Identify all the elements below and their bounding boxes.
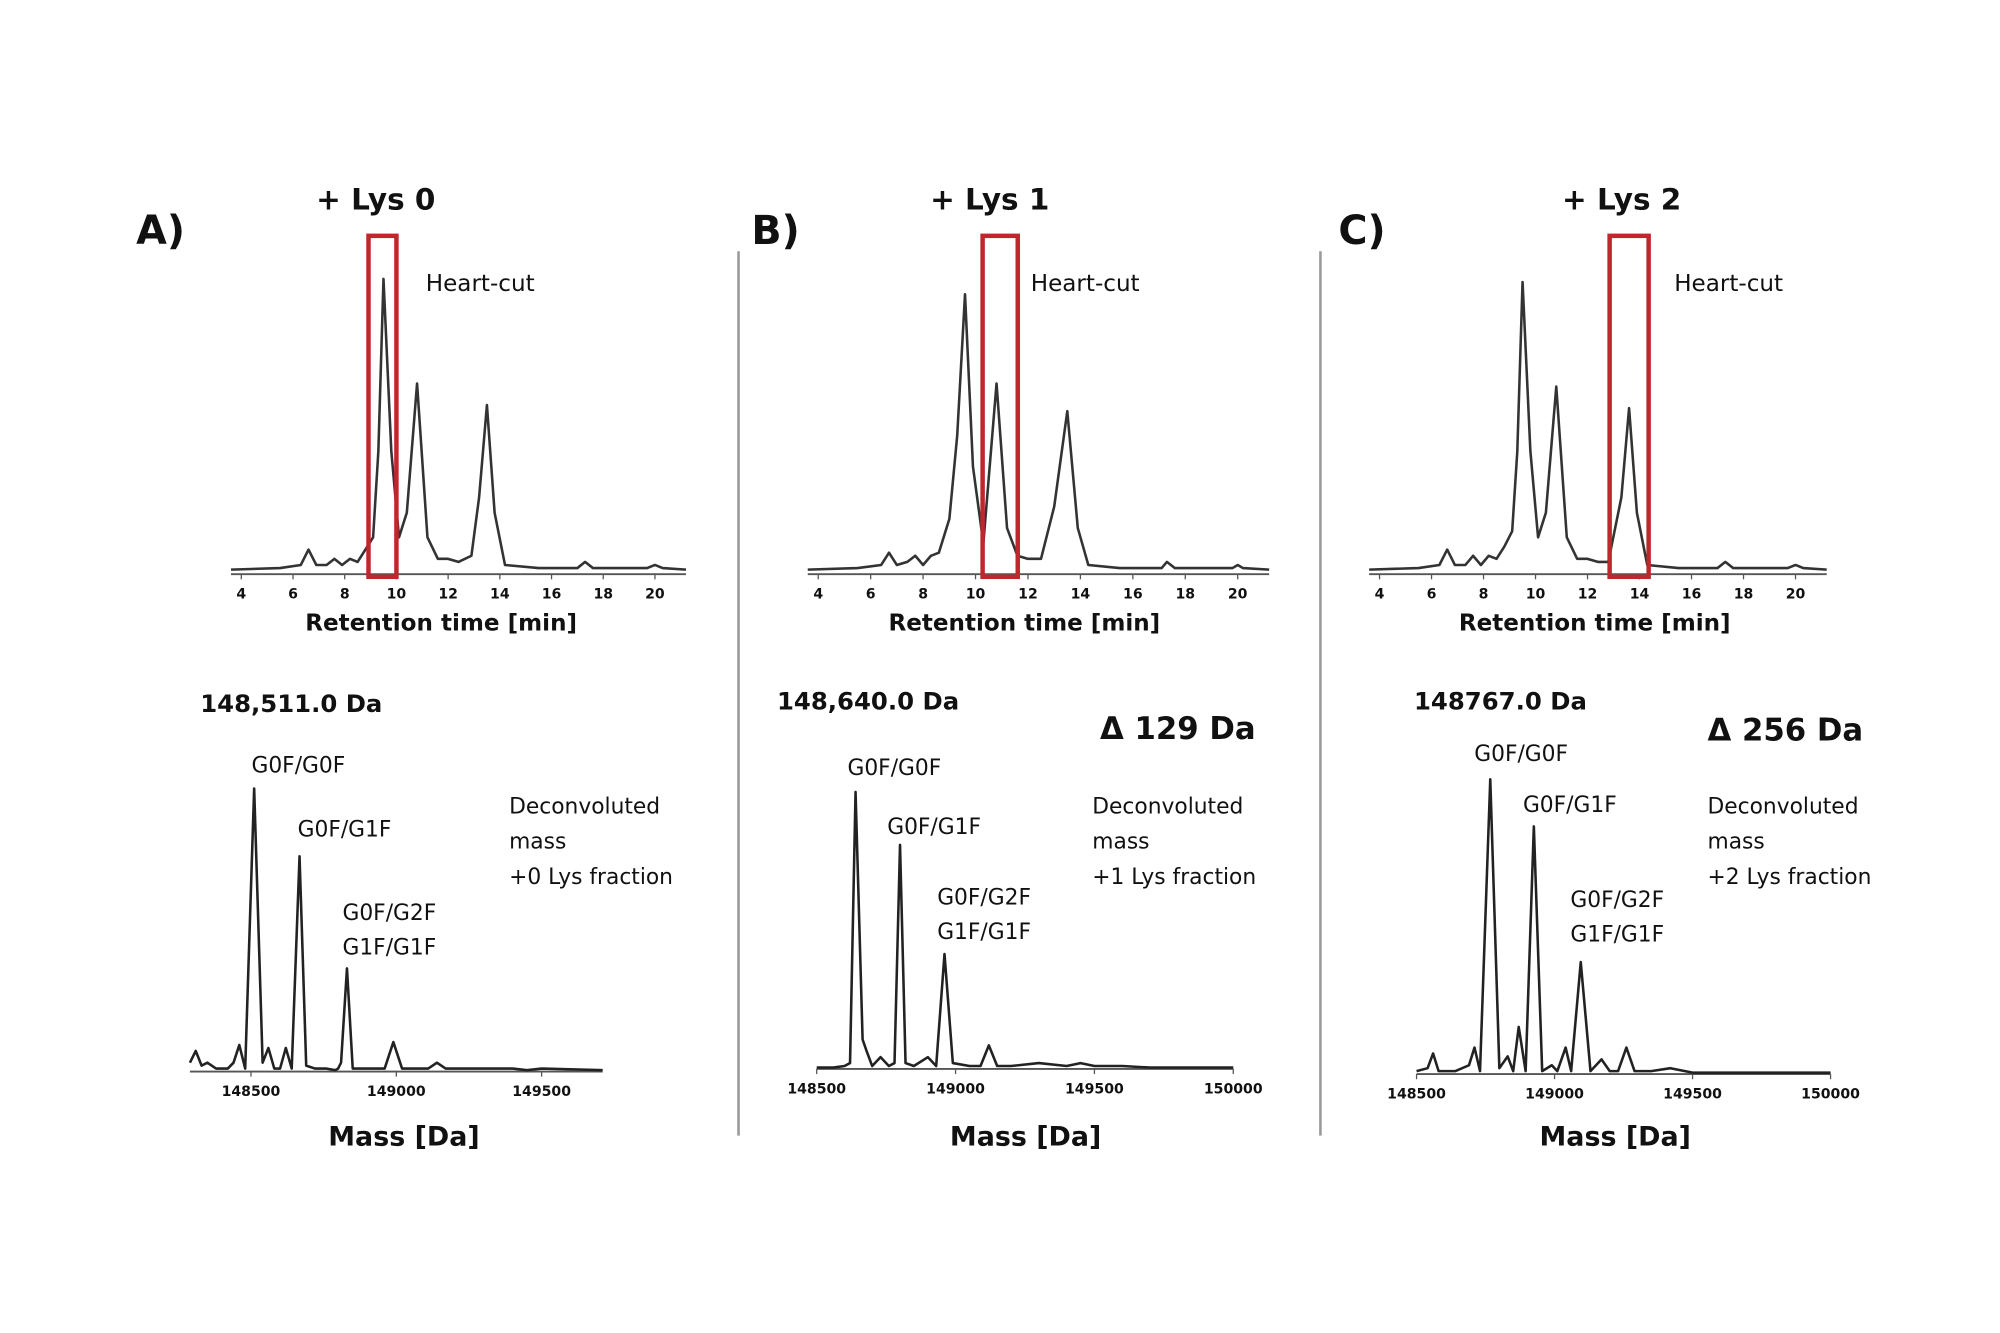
x-tick-label: 8 (1479, 587, 1489, 603)
peak-label: G0F/G1F (887, 815, 981, 840)
mass-title: 148767.0 Da (1414, 686, 1587, 715)
note: +2 Lys fraction (1708, 865, 1872, 890)
mass-title: 148,511.0 Da (200, 689, 382, 718)
note: +1 Lys fraction (1092, 865, 1256, 890)
x-tick-label: 6 (1427, 587, 1437, 603)
trace (230, 277, 687, 571)
trace (1369, 280, 1827, 571)
x-tick-label: 20 (1786, 587, 1806, 603)
peak-label: G1F/G1F (342, 935, 436, 960)
x-tick-label: 12 (438, 587, 458, 603)
peak-label: G0F/G0F (1474, 742, 1568, 767)
x-tick-label: 149000 (926, 1081, 985, 1097)
panel-label: B) (751, 208, 799, 254)
heart-cut-box (1607, 233, 1651, 580)
x-tick-label: 149500 (1065, 1081, 1124, 1097)
x-tick-label: 148500 (1387, 1087, 1446, 1103)
trace (816, 790, 1234, 1069)
annotation: Heart-cut (1031, 271, 1140, 297)
x-tick-label: 10 (387, 587, 407, 603)
x-tick-label: 18 (593, 587, 613, 603)
chart-title: + Lys 1 (930, 183, 1049, 217)
x-tick-label: 149000 (1525, 1087, 1584, 1103)
annotation: Heart-cut (1674, 271, 1783, 297)
peak-label: G0F/G2F (937, 885, 1031, 910)
x-tick-label: 18 (1175, 587, 1195, 603)
note: Deconvoluted (509, 794, 660, 819)
x-tick-label: 12 (1578, 587, 1598, 603)
note: mass (509, 830, 566, 855)
note: mass (1092, 830, 1149, 855)
x-axis-label: Mass [Da] (950, 1122, 1101, 1153)
x-tick-label: 14 (1071, 587, 1091, 603)
trace (1416, 778, 1831, 1074)
x-tick-label: 10 (1526, 587, 1546, 603)
peak-label: G1F/G1F (1570, 923, 1664, 948)
note: +0 Lys fraction (509, 865, 673, 890)
trace (807, 293, 1270, 571)
note: Deconvoluted (1092, 794, 1243, 819)
heart-cut-box (980, 233, 1020, 580)
note: Deconvoluted (1708, 794, 1859, 819)
peak-label: G1F/G1F (937, 920, 1031, 945)
x-tick-label: 20 (1228, 587, 1248, 603)
x-tick-label: 4 (813, 587, 823, 603)
x-tick-label: 6 (288, 587, 298, 603)
x-tick-label: 149000 (367, 1084, 426, 1100)
x-axis-label: Retention time [min] (1459, 611, 1731, 637)
x-tick-label: 12 (1018, 587, 1038, 603)
x-tick-label: 150000 (1204, 1081, 1263, 1097)
peak-label: G0F/G2F (342, 901, 436, 926)
x-tick-label: 18 (1734, 587, 1754, 603)
x-tick-label: 10 (966, 587, 986, 603)
note: mass (1708, 830, 1765, 855)
chart-title: + Lys 0 (316, 183, 435, 217)
x-axis-label: Mass [Da] (1540, 1122, 1691, 1153)
delta-label: Δ 129 Da (1100, 711, 1256, 747)
x-tick-label: 16 (1123, 587, 1143, 603)
x-tick-label: 4 (236, 587, 246, 603)
x-tick-label: 148500 (787, 1081, 846, 1097)
x-tick-label: 149500 (1663, 1087, 1722, 1103)
peak-label: G0F/G0F (251, 753, 345, 778)
x-tick-label: 14 (1630, 587, 1650, 603)
x-axis-label: Retention time [min] (305, 611, 577, 637)
x-tick-label: 14 (490, 587, 510, 603)
peak-label: G0F/G1F (298, 818, 392, 843)
panel-label: C) (1338, 208, 1385, 254)
x-tick-label: 149500 (512, 1084, 571, 1100)
mass-title: 148,640.0 Da (777, 686, 959, 715)
trace (188, 787, 603, 1072)
x-tick-label: 150000 (1801, 1087, 1860, 1103)
chart-title: + Lys 2 (1562, 183, 1681, 217)
x-axis-label: Mass [Da] (328, 1122, 479, 1153)
peak-label: G0F/G2F (1570, 888, 1664, 913)
x-tick-label: 4 (1375, 587, 1385, 603)
peak-label: G0F/G0F (847, 756, 941, 781)
x-tick-label: 16 (1682, 587, 1702, 603)
x-tick-label: 8 (918, 587, 928, 603)
panel-label: A) (136, 208, 185, 254)
x-tick-label: 148500 (222, 1084, 281, 1100)
delta-label: Δ 256 Da (1708, 712, 1864, 748)
x-tick-label: 6 (866, 587, 876, 603)
heart-cut-box (366, 233, 399, 580)
annotation: Heart-cut (426, 271, 535, 297)
x-tick-label: 8 (340, 587, 350, 603)
x-tick-label: 20 (645, 587, 665, 603)
x-tick-label: 16 (542, 587, 562, 603)
x-axis-label: Retention time [min] (888, 611, 1160, 637)
peak-label: G0F/G1F (1523, 793, 1617, 818)
